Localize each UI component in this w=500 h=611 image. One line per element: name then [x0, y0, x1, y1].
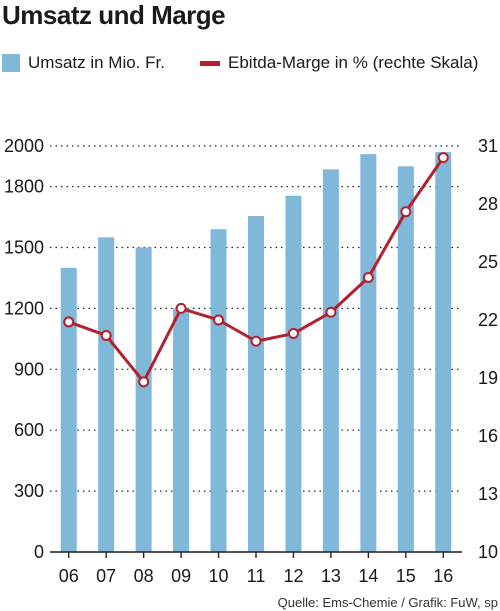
- x-tick-label: 08: [134, 566, 154, 586]
- x-tick-label: 10: [209, 566, 229, 586]
- bar: [285, 195, 302, 553]
- legend-label-marge: Ebitda-Marge in % (rechte Skala): [228, 53, 479, 72]
- y-tick-label-left: 300: [14, 481, 44, 501]
- line-point: [138, 376, 150, 388]
- legend-item-marge: Ebitda-Marge in % (rechte Skala): [200, 48, 478, 78]
- chart-title: Umsatz und Marge: [2, 0, 226, 30]
- bar: [60, 267, 77, 552]
- line-point: [100, 329, 112, 341]
- y-tick-label-left: 2000: [4, 136, 44, 156]
- x-tick-label: 16: [433, 566, 453, 586]
- x-tick-label: 12: [283, 566, 303, 586]
- y-tick-label-left: 1500: [4, 238, 44, 258]
- y-tick-label-right: 28: [478, 194, 498, 214]
- line-point: [362, 271, 374, 283]
- line-point: [250, 335, 262, 347]
- y-tick-label-left: 600: [14, 420, 44, 440]
- y-tick-label-left: 1200: [4, 298, 44, 318]
- bar: [98, 237, 115, 552]
- source-note: Quelle: Ems-Chemie / Grafik: FuW, sp: [277, 595, 498, 610]
- legend-swatch-line: [200, 60, 220, 66]
- line-point: [175, 302, 187, 314]
- y-tick-label-left: 0: [34, 542, 44, 562]
- bar: [435, 152, 452, 552]
- legend-item-umsatz: Umsatz in Mio. Fr.: [2, 48, 165, 78]
- x-tick-label: 15: [396, 566, 416, 586]
- x-tick-label: 06: [59, 566, 79, 586]
- line-point: [325, 306, 337, 318]
- y-tick-label-left: 900: [14, 359, 44, 379]
- y-tick-label-right: 22: [478, 310, 498, 330]
- y-tick-label-right: 13: [478, 484, 498, 504]
- y-tick-label-right: 16: [478, 426, 498, 446]
- line-point: [213, 314, 225, 326]
- bar: [248, 216, 264, 552]
- x-tick-label: 13: [321, 566, 341, 586]
- bar: [397, 166, 414, 553]
- x-tick-label: 14: [358, 566, 378, 586]
- y-tick-label-right: 10: [478, 542, 498, 562]
- line-point: [63, 316, 75, 328]
- y-tick-label-right: 31: [478, 136, 498, 156]
- x-tick-label: 09: [171, 566, 191, 586]
- legend-swatch-bar: [2, 54, 20, 72]
- x-tick-label: 07: [96, 566, 116, 586]
- bar: [360, 154, 377, 552]
- x-tick-label: 11: [247, 566, 266, 586]
- legend: Umsatz in Mio. Fr. Ebitda-Marge in % (re…: [0, 48, 500, 78]
- line-point: [437, 152, 449, 164]
- bar: [210, 229, 227, 553]
- y-tick-label-right: 25: [478, 252, 498, 272]
- bar: [322, 169, 339, 552]
- line-point: [400, 206, 412, 218]
- bar: [173, 308, 190, 552]
- bar: [135, 247, 152, 552]
- y-tick-label-left: 1800: [4, 177, 44, 197]
- y-tick-label-right: 19: [478, 368, 498, 388]
- line-point: [287, 328, 299, 340]
- legend-label-umsatz: Umsatz in Mio. Fr.: [28, 53, 165, 72]
